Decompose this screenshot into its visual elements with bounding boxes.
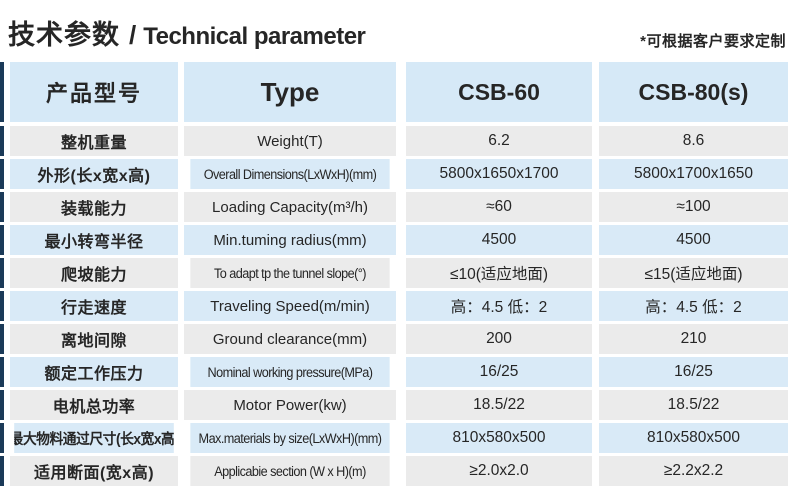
row-value-csb60: 高：4.5 低：2 <box>406 291 592 321</box>
row-accent-bar <box>0 291 4 321</box>
row-value-csb80s: 4500 <box>599 225 788 255</box>
row-label-en: Motor Power(kw) <box>184 390 396 420</box>
row-label-zh: 整机重量 <box>10 126 178 156</box>
row-value-csb60: 200 <box>406 324 592 354</box>
column-header-product-model: 产品型号 <box>10 62 178 122</box>
table-row: 离地间隙 Ground clearance(mm) 200 210 <box>0 324 800 354</box>
row-label-zh: 行走速度 <box>10 291 178 321</box>
column-header-csb60: CSB-60 <box>406 62 592 122</box>
column-header-csb80s: CSB-80(s) <box>599 62 788 122</box>
table-row: 最小转弯半径 Min.tuming radius(mm) 4500 4500 <box>0 225 800 255</box>
row-value-csb60: 16/25 <box>406 357 592 387</box>
column-header-type: Type <box>184 62 396 122</box>
row-label-en: Traveling Speed(m/min) <box>184 291 396 321</box>
row-label-en: Loading Capacity(m³/h) <box>184 192 396 222</box>
row-value-csb60: 18.5/22 <box>406 390 592 420</box>
page-title-separator: / <box>129 20 137 50</box>
row-accent-bar <box>0 456 4 486</box>
page-title-en: Technical parameter <box>143 23 366 50</box>
row-label-zh: 离地间隙 <box>10 324 178 354</box>
row-value-csb80s: 5800x1700x1650 <box>599 159 788 189</box>
row-label-zh: 装载能力 <box>10 192 178 222</box>
row-label-en: Nominal working pressure(MPa) <box>190 357 390 387</box>
table-row: 最大物料通过尺寸(长x宽x高) Max.materials by size(Lx… <box>0 423 800 453</box>
row-label-en: To adapt tp the tunnel slope(°) <box>190 258 390 288</box>
row-label-zh: 额定工作压力 <box>10 357 178 387</box>
row-accent-bar <box>0 423 4 453</box>
row-value-csb80s: 18.5/22 <box>599 390 788 420</box>
row-label-en: Ground clearance(mm) <box>184 324 396 354</box>
table-row: 装载能力 Loading Capacity(m³/h) ≈60 ≈100 <box>0 192 800 222</box>
table-row: 电机总功率 Motor Power(kw) 18.5/22 18.5/22 <box>0 390 800 420</box>
row-value-csb60: 4500 <box>406 225 592 255</box>
row-value-csb60: ≈60 <box>406 192 592 222</box>
row-value-csb80s: 810x580x500 <box>599 423 788 453</box>
title-bar: 技术参数 / Technical parameter *可根据客户要求定制 <box>0 0 800 60</box>
row-value-csb60: 6.2 <box>406 126 592 156</box>
table-body: 整机重量 Weight(T) 6.2 8.6 外形(长x宽x高) Overall… <box>0 126 800 486</box>
row-label-zh: 电机总功率 <box>10 390 178 420</box>
row-value-csb80s: ≥2.2x2.2 <box>599 456 788 486</box>
row-value-csb80s: ≤15(适应地面) <box>599 258 788 288</box>
table-header-row: 产品型号 Type CSB-60 CSB-80(s) <box>0 62 800 122</box>
row-label-zh: 爬坡能力 <box>10 258 178 288</box>
row-accent-bar <box>0 225 4 255</box>
row-accent-bar <box>0 357 4 387</box>
spec-table: 产品型号 Type CSB-60 CSB-80(s) 整机重量 Weight(T… <box>0 62 800 486</box>
page-title-zh: 技术参数 <box>8 20 120 50</box>
row-value-csb80s: 8.6 <box>599 126 788 156</box>
table-row: 整机重量 Weight(T) 6.2 8.6 <box>0 126 800 156</box>
row-value-csb80s: 210 <box>599 324 788 354</box>
table-row: 适用断面(宽x高) Applicabie section (W x H)(m) … <box>0 456 800 486</box>
row-accent-bar <box>0 192 4 222</box>
row-accent-bar <box>0 62 4 122</box>
row-accent-bar <box>0 159 4 189</box>
row-label-zh: 适用断面(宽x高) <box>10 456 178 486</box>
row-accent-bar <box>0 390 4 420</box>
row-value-csb60: 5800x1650x1700 <box>406 159 592 189</box>
row-label-zh: 最小转弯半径 <box>10 225 178 255</box>
row-label-en: Overall Dimensions(LxWxH)(mm) <box>190 159 390 189</box>
row-accent-bar <box>0 324 4 354</box>
row-label-en: Applicabie section (W x H)(m) <box>190 456 390 486</box>
row-label-en: Weight(T) <box>184 126 396 156</box>
row-value-csb80s: 16/25 <box>599 357 788 387</box>
row-accent-bar <box>0 258 4 288</box>
customization-note: *可根据客户要求定制 <box>640 33 786 50</box>
row-value-csb60: ≥2.0x2.0 <box>406 456 592 486</box>
table-row: 额定工作压力 Nominal working pressure(MPa) 16/… <box>0 357 800 387</box>
table-row: 行走速度 Traveling Speed(m/min) 高：4.5 低：2 高：… <box>0 291 800 321</box>
table-row: 外形(长x宽x高) Overall Dimensions(LxWxH)(mm) … <box>0 159 800 189</box>
table-row: 爬坡能力 To adapt tp the tunnel slope(°) ≤10… <box>0 258 800 288</box>
row-value-csb60: 810x580x500 <box>406 423 592 453</box>
row-value-csb80s: 高：4.5 低：2 <box>599 291 788 321</box>
row-label-zh: 最大物料通过尺寸(长x宽x高) <box>14 423 174 453</box>
row-label-en: Min.tuming radius(mm) <box>184 225 396 255</box>
row-label-en: Max.materials by size(LxWxH)(mm) <box>190 423 390 453</box>
row-value-csb60: ≤10(适应地面) <box>406 258 592 288</box>
row-label-zh: 外形(长x宽x高) <box>10 159 178 189</box>
page-title: 技术参数 / Technical parameter <box>8 13 366 52</box>
row-value-csb80s: ≈100 <box>599 192 788 222</box>
row-accent-bar <box>0 126 4 156</box>
